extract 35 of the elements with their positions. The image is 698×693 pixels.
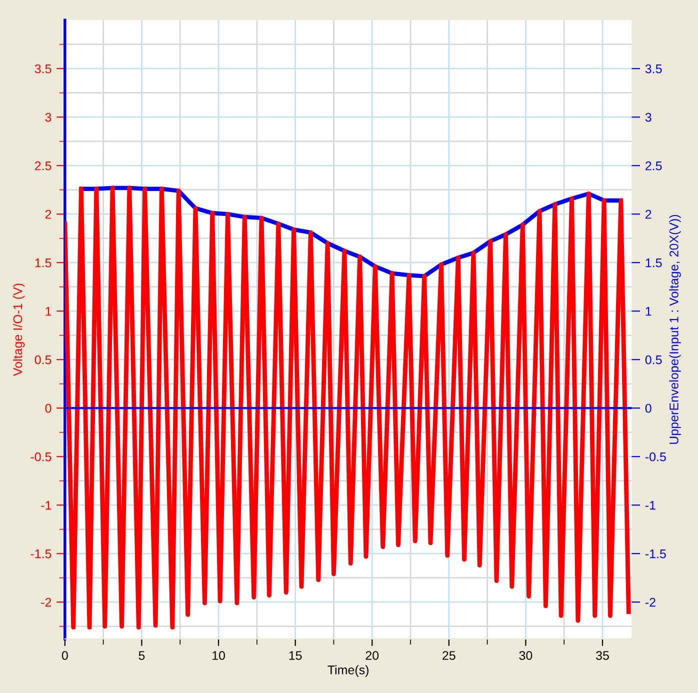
y2-tick-label: 3.5 [645, 64, 662, 74]
y-tick-label: -1.5 [30, 550, 52, 558]
y-axis-title: Voltage I/O-1 (V) [12, 284, 25, 376]
y-tick-label: -1 [41, 501, 52, 510]
x-axis-title: Time(s) [328, 665, 368, 677]
y2-tick-label: 2.5 [646, 161, 662, 170]
y2-tick-label: -1.5 [645, 550, 666, 558]
y2-axis-title: UpperEnvelope(Input 1 : Voltage, 20X(V)) [669, 214, 681, 444]
y-tick-label: 0.5 [34, 355, 52, 364]
y2-tick-label: -2 [645, 598, 656, 607]
x-tick-label: 25 [442, 651, 456, 660]
y2-tick-label: 2 [646, 210, 652, 219]
x-tick-label: 0 [62, 651, 68, 660]
y-tick-label: 0 [45, 404, 52, 413]
x-tick-label: 15 [289, 651, 302, 660]
x-tick-label: 20 [366, 651, 379, 660]
y-tick-label: 3 [45, 112, 52, 122]
y-tick-label: 1.5 [35, 258, 52, 268]
y2-tick-label: 0.5 [645, 355, 662, 364]
x-tick-label: 5 [138, 651, 145, 660]
y-tick-label: -0.5 [30, 452, 52, 462]
y-tick-label: -2 [41, 598, 52, 607]
x-tick-label: 10 [212, 651, 225, 660]
y2-tick-label: -0.5 [645, 452, 666, 462]
x-tick-label: 35 [596, 651, 609, 660]
y2-tick-label: 1 [646, 307, 652, 316]
x-tick-label: 30 [519, 651, 532, 660]
y-tick-label: 2.5 [34, 161, 52, 170]
y2-tick-label: 0 [645, 404, 652, 413]
y-tick-label: 1 [46, 307, 52, 316]
y2-tick-label: 3 [645, 112, 652, 122]
y2-tick-label: 1.5 [646, 258, 662, 268]
y2-tick-label: -1 [645, 501, 656, 510]
y-tick-label: 2 [45, 210, 52, 219]
y-tick-label: 3.5 [34, 64, 52, 74]
